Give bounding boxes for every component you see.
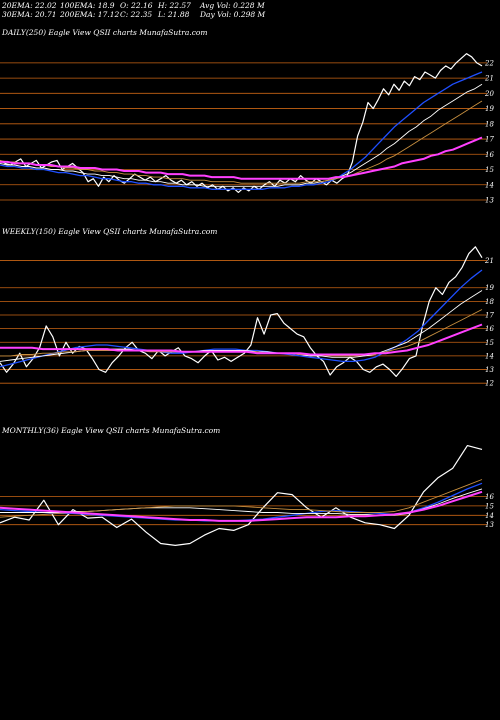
daily-tick-label: 20	[484, 90, 494, 98]
header-high: H: 22.57	[158, 1, 191, 10]
weekly-tick-label: 18	[485, 298, 494, 306]
header-ema200: 200EMA: 17.12	[60, 10, 120, 19]
weekly-tick-label: 14	[485, 352, 494, 360]
daily-tick-label: 18	[485, 120, 494, 128]
header-ema100: 100EMA: 18.9	[60, 1, 115, 10]
daily-tick-label: 19	[485, 105, 494, 113]
daily-ema-long-line	[0, 136, 483, 180]
monthly-tick-label: 15	[485, 502, 494, 510]
daily-ema-slow-line	[0, 100, 483, 184]
daily-tick-label: 16	[485, 151, 494, 159]
header-avg-vol: Avg Vol: 0.228 M	[200, 1, 265, 10]
monthly-ema-long-line	[0, 490, 483, 522]
weekly-tick-label: 21	[484, 257, 494, 265]
weekly-panel-title: WEEKLY(150) Eagle View QSII charts Munaf…	[2, 227, 218, 236]
monthly-tick-label: 16	[485, 493, 494, 501]
daily-panel-title: DAILY(250) Eagle View QSII charts Munafa…	[2, 28, 208, 37]
daily-ema-fast-line	[0, 71, 483, 190]
weekly-tick-label: 17	[485, 312, 494, 320]
daily-price-line	[0, 53, 483, 193]
daily-tick-label: 21	[484, 75, 494, 83]
weekly-ema-long-line	[0, 323, 483, 356]
weekly-tick-label: 12	[485, 380, 494, 388]
daily-ema-mid-line	[0, 83, 483, 187]
weekly-price-line	[0, 246, 483, 377]
monthly-tick-label: 13	[485, 521, 494, 529]
weekly-ema-fast-line	[0, 269, 483, 368]
header-low: L: 21.88	[158, 10, 190, 19]
header-day-vol: Day Vol: 0.298 M	[200, 10, 266, 19]
daily-tick-label: 13	[485, 197, 494, 205]
daily-tick-label: 17	[485, 136, 494, 144]
weekly-tick-label: 19	[485, 284, 494, 292]
monthly-ema-mid-line	[0, 488, 483, 516]
monthly-tick-label: 14	[485, 512, 494, 520]
monthly-price-line	[0, 445, 483, 547]
monthly-panel-title: MONTHLY(36) Eagle View QSII charts Munaf…	[2, 426, 221, 435]
header-close: C: 22.35	[120, 10, 153, 19]
header-ema20: 20EMA: 22.02	[2, 1, 57, 10]
daily-tick-label: 14	[485, 181, 494, 189]
daily-tick-label: 15	[485, 166, 494, 174]
header-open: O: 22.16	[120, 1, 153, 10]
weekly-tick-label: 15	[485, 339, 494, 347]
header-ema30: 30EMA: 20.71	[2, 10, 57, 19]
weekly-tick-label: 16	[485, 325, 494, 333]
daily-tick-label: 22	[484, 59, 494, 67]
weekly-tick-label: 13	[485, 366, 494, 374]
